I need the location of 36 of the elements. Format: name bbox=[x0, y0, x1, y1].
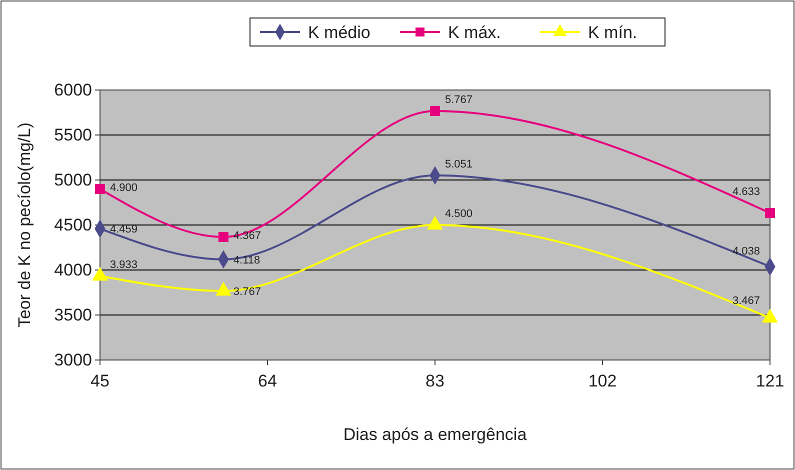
y-tick-label: 3500 bbox=[54, 305, 92, 324]
y-tick-label: 6000 bbox=[54, 80, 92, 100]
y-tick-label: 5500 bbox=[54, 125, 92, 144]
point bbox=[762, 308, 778, 323]
data-label: 4.118 bbox=[233, 254, 260, 266]
y-tick-label: 4500 bbox=[54, 215, 92, 234]
y-axis-title: Teor de K no pecíolo(mg/L) bbox=[15, 122, 34, 328]
point bbox=[92, 266, 108, 281]
data-label: 3.467 bbox=[732, 294, 760, 307]
y-tick-label: 4000 bbox=[54, 260, 92, 280]
y-tick-label: 3000 bbox=[54, 350, 92, 370]
data-label: 5.051 bbox=[445, 158, 473, 170]
data-label: 3.933 bbox=[110, 259, 138, 272]
data-label: 4.367 bbox=[233, 230, 261, 242]
point bbox=[95, 184, 105, 194]
point bbox=[765, 208, 775, 218]
x-tick-label: 83 bbox=[426, 372, 444, 391]
data-label: 4.900 bbox=[110, 182, 138, 194]
data-label: 4.633 bbox=[732, 186, 760, 198]
legend-label: K mín. bbox=[588, 23, 638, 42]
data-label: 3.767 bbox=[233, 286, 261, 298]
data-label: 4.500 bbox=[445, 208, 473, 220]
x-tick-label: 64 bbox=[258, 372, 277, 391]
data-label: 4.459 bbox=[110, 224, 138, 236]
x-tick-label: 102 bbox=[588, 372, 617, 391]
y-tick-label: 5000 bbox=[54, 170, 92, 190]
point bbox=[218, 232, 228, 242]
legend-label: K médio bbox=[308, 23, 370, 42]
point bbox=[430, 106, 440, 116]
point bbox=[215, 282, 232, 296]
x-tick-label: 45 bbox=[90, 372, 110, 391]
x-axis-title: Dias após a emergência bbox=[343, 425, 528, 444]
legend-label: K máx. bbox=[448, 23, 501, 42]
data-label: 5.767 bbox=[445, 94, 473, 106]
data-label: 4.038 bbox=[732, 246, 760, 258]
x-tick-label: 121 bbox=[756, 372, 784, 391]
